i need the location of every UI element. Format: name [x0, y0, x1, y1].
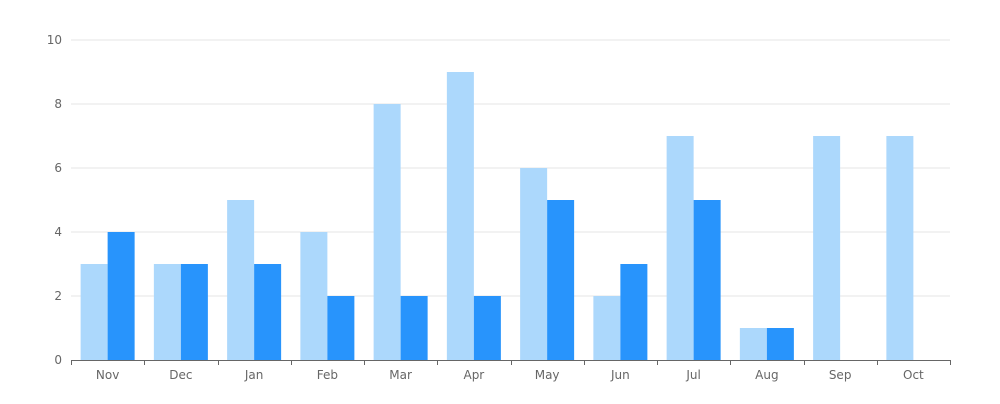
bar-series-1-feb	[300, 232, 328, 360]
bar-series-1-mar	[373, 104, 401, 360]
x-tick-label: Apr	[463, 368, 484, 382]
bar-series-2-jun	[620, 264, 648, 360]
x-tick-label: Jul	[685, 368, 700, 382]
bar-series-2-mar	[400, 296, 428, 360]
x-tick-label: Dec	[169, 368, 192, 382]
grid-lines	[71, 39, 950, 297]
y-axis-labels: 0 2 4 6 8 10	[47, 33, 62, 367]
x-tick-label: Oct	[903, 368, 924, 382]
bar-series-2-nov	[107, 232, 135, 360]
bar-series-2-jan	[254, 264, 282, 360]
bar-series-1-oct	[886, 136, 914, 360]
bar-series-2-may	[547, 200, 575, 360]
x-tick-label: Feb	[317, 368, 338, 382]
x-tick-label: May	[535, 368, 560, 382]
bar-series-1-jun	[593, 296, 621, 360]
bar-series-2-aug	[766, 328, 794, 360]
bar-series-2-feb	[327, 296, 355, 360]
x-tick-label: Mar	[389, 368, 412, 382]
x-tick-label: Nov	[96, 368, 119, 382]
bar-series-1-nov	[80, 264, 108, 360]
bar-series-1-apr	[446, 72, 474, 360]
bar-series-2-apr	[473, 296, 501, 360]
bar-series-2-dec	[180, 264, 208, 360]
y-tick-label: 10	[47, 33, 62, 47]
bar-series-1-aug	[739, 328, 767, 360]
x-axis-labels: Nov Dec Jan Feb Mar Apr May Jun Jul Aug Sep Oct	[96, 368, 924, 382]
bar-series-1-dec	[153, 264, 181, 360]
y-tick-label: 2	[54, 289, 62, 303]
y-tick-label: 6	[54, 161, 62, 175]
x-tick-label: Jun	[610, 368, 630, 382]
x-axis	[71, 360, 951, 365]
y-tick-label: 4	[54, 225, 62, 239]
x-tick-label: Sep	[829, 368, 852, 382]
y-tick-label: 8	[54, 97, 62, 111]
x-tick-label: Aug	[755, 368, 778, 382]
bar-series-1-jul	[666, 136, 694, 360]
bar-series-1-may	[520, 168, 548, 360]
x-tick-label: Jan	[244, 368, 264, 382]
bar-series-2-jul	[693, 200, 721, 360]
y-tick-label: 0	[54, 353, 62, 367]
bars	[80, 72, 914, 360]
bar-series-1-sep	[813, 136, 841, 360]
bar-series-1-jan	[227, 200, 255, 360]
